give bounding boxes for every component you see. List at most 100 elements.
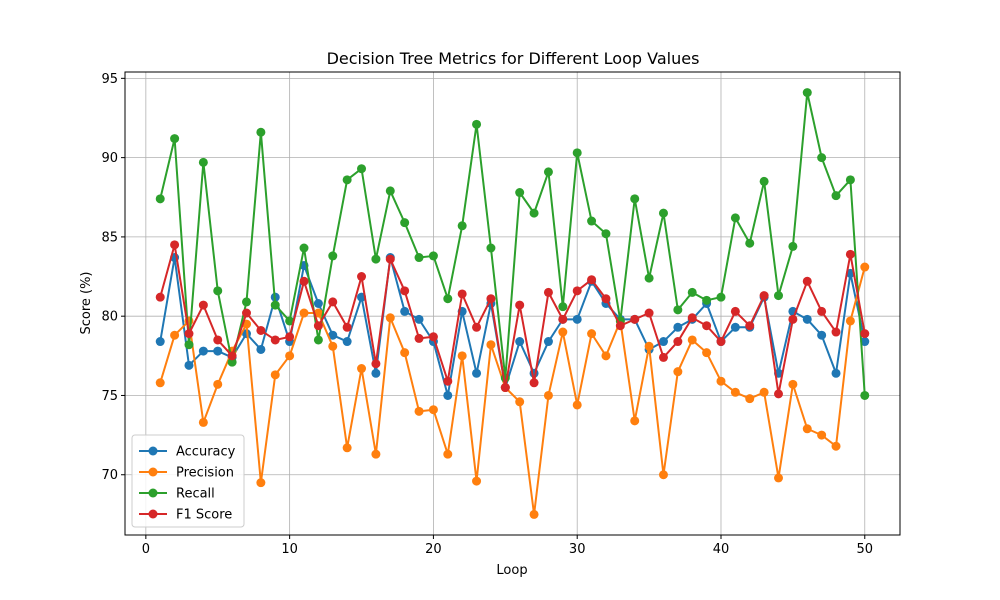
data-point-recall (860, 390, 870, 400)
data-point-precision (328, 341, 338, 351)
data-point-accuracy (256, 344, 266, 354)
data-point-accuracy (860, 337, 870, 347)
legend: Accuracy Precision Recall F1 Score (131, 434, 245, 528)
data-point-precision (558, 327, 568, 337)
y-tick-label: 70 (101, 468, 118, 483)
data-point-recall (515, 188, 525, 198)
data-point-recall (313, 335, 323, 345)
data-point-f1-score (673, 337, 683, 347)
data-point-recall (543, 167, 553, 177)
data-point-recall (414, 253, 424, 263)
data-point-recall (687, 287, 697, 297)
data-point-precision (745, 394, 755, 404)
data-point-recall (213, 286, 223, 296)
legend-label: Precision (176, 466, 234, 481)
data-point-precision (256, 478, 266, 488)
data-point-f1-score (687, 313, 697, 323)
data-point-f1-score (198, 300, 208, 310)
data-point-precision (716, 376, 726, 386)
data-point-recall (371, 254, 381, 264)
data-point-f1-score (342, 322, 352, 332)
data-point-precision (529, 509, 539, 519)
data-point-f1-score (630, 314, 640, 324)
plot-area-frame (124, 71, 901, 536)
data-point-recall (270, 300, 280, 310)
data-point-precision (845, 316, 855, 326)
data-point-recall (400, 218, 410, 228)
data-point-recall (774, 291, 784, 301)
data-point-f1-score (831, 327, 841, 337)
data-point-precision (817, 430, 827, 440)
data-point-accuracy (472, 368, 482, 378)
data-point-recall (457, 221, 467, 231)
data-point-precision (313, 308, 323, 318)
data-point-f1-score (702, 321, 712, 331)
legend-box (131, 434, 245, 528)
legend-swatch-marker (148, 467, 158, 477)
data-point-f1-score (328, 297, 338, 307)
series-f1-score (155, 240, 870, 399)
y-tick-label: 80 (101, 310, 118, 325)
data-point-precision (587, 329, 597, 339)
y-axis-label: Score (%) (79, 271, 94, 334)
data-point-precision (702, 348, 712, 358)
data-point-accuracy (184, 360, 194, 370)
data-point-f1-score (587, 275, 597, 285)
data-point-f1-score (644, 308, 654, 318)
data-point-precision (802, 424, 812, 434)
data-point-accuracy (313, 299, 323, 308)
data-point-precision (788, 379, 798, 389)
data-point-accuracy (342, 337, 352, 347)
data-point-recall (529, 208, 539, 218)
x-tick-label: 30 (569, 542, 586, 557)
data-point-precision (342, 443, 352, 453)
data-point-precision (860, 262, 870, 272)
data-point-accuracy (371, 368, 381, 378)
data-point-f1-score (400, 286, 410, 296)
data-point-f1-score (357, 272, 367, 282)
data-point-accuracy (213, 346, 223, 356)
data-point-f1-score (313, 321, 323, 331)
data-point-recall (587, 216, 597, 226)
x-tick-label: 50 (856, 542, 873, 557)
data-point-accuracy (831, 368, 841, 378)
data-point-accuracy (443, 390, 453, 400)
data-point-f1-score (817, 306, 827, 316)
data-point-accuracy (400, 306, 410, 316)
data-point-recall (601, 229, 611, 239)
data-point-f1-score (572, 286, 582, 296)
data-point-f1-score (730, 306, 740, 316)
data-point-f1-score (759, 291, 769, 301)
data-point-f1-score (241, 308, 251, 318)
data-point-precision (730, 387, 740, 397)
data-point-f1-score (658, 352, 668, 362)
data-point-recall (673, 305, 683, 315)
data-point-recall (184, 340, 194, 350)
data-point-f1-score (155, 292, 165, 302)
data-point-f1-score (256, 325, 266, 335)
data-point-precision (601, 351, 611, 361)
data-point-recall (817, 153, 827, 163)
data-point-precision (357, 364, 367, 374)
data-point-recall (702, 295, 712, 305)
data-point-f1-score (529, 378, 539, 388)
data-point-accuracy (673, 322, 683, 332)
data-point-f1-score (299, 276, 309, 286)
data-point-recall (658, 208, 668, 218)
data-point-precision (270, 370, 280, 380)
x-axis-label: Loop (496, 563, 527, 578)
y-tick-label: 90 (101, 151, 118, 166)
data-point-recall (170, 134, 180, 144)
data-point-f1-score (385, 254, 395, 264)
data-point-precision (687, 335, 697, 345)
data-point-recall (299, 243, 309, 253)
data-point-f1-score (802, 276, 812, 286)
data-point-f1-score (170, 240, 180, 250)
legend-label: Accuracy (176, 445, 236, 460)
data-point-recall (759, 176, 769, 186)
data-point-f1-score (457, 289, 467, 299)
legend-label: Recall (176, 487, 215, 502)
data-point-f1-score (615, 321, 625, 331)
data-point-f1-score (601, 294, 611, 304)
